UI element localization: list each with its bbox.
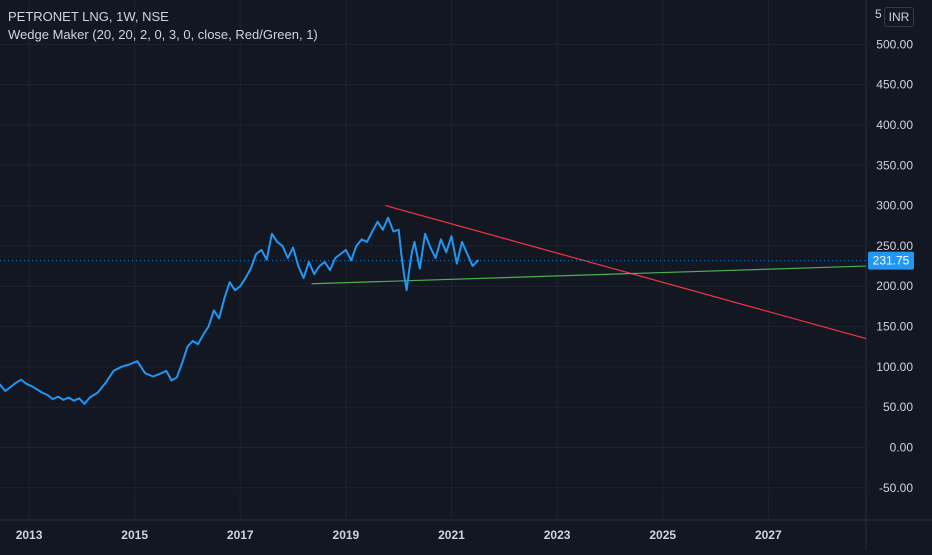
time-axis[interactable]: 2013 2015 2017 2019 2021 2023 2025 2027 [16,528,782,542]
y-tick-label: 450.00 [876,78,913,92]
y-tick-label: 500.00 [876,37,913,51]
price-series [0,216,479,405]
x-tick-label: 2019 [333,528,360,542]
wedge-upper-line [385,205,867,340]
last-price-label: 231.75 [873,254,910,268]
x-tick-label: 2023 [544,528,571,542]
x-tick-label: 2015 [121,528,148,542]
x-tick-label: 2027 [755,528,782,542]
symbol-title[interactable]: PETRONET LNG, 1W, NSE [8,9,169,24]
y-tick-label: -50.00 [879,481,913,495]
y-tick-label: 250.00 [876,239,913,253]
x-tick-label: 2025 [649,528,676,542]
currency-badge[interactable]: INR [884,7,914,27]
x-tick-label: 2013 [16,528,43,542]
x-tick-label: 2017 [227,528,254,542]
y-tick-label-clipped: 5 [875,7,882,21]
indicator-label[interactable]: Wedge Maker (20, 20, 2, 0, 3, 0, close, … [8,27,318,42]
chart-legend: PETRONET LNG, 1W, NSE Wedge Maker (20, 2… [8,8,318,44]
wedge-lower-line [311,265,867,285]
y-tick-label: 300.00 [876,199,913,213]
price-axis[interactable]: 500.00 450.00 400.00 350.00 300.00 250.00 200.… [875,7,913,495]
y-tick-label: 150.00 [876,320,913,334]
y-tick-label: 400.00 [876,118,913,132]
last-price-marker: 231.75 [0,251,914,270]
y-tick-label: 350.00 [876,158,913,172]
y-tick-label: 50.00 [883,400,913,414]
y-tick-label: 200.00 [876,279,913,293]
wedge-lines [311,205,867,340]
x-tick-label: 2021 [438,528,465,542]
price-line [0,216,479,405]
y-tick-label: 0.00 [890,440,914,454]
y-tick-label: 100.00 [876,360,913,374]
last-price-badge [868,251,914,270]
